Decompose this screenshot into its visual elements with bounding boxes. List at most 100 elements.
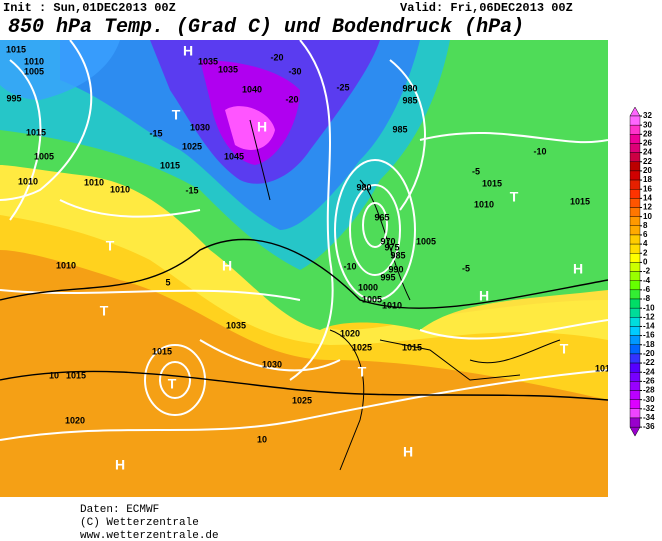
- color-bar-label: -22: [643, 358, 655, 367]
- contour-label: 1010: [24, 56, 44, 66]
- pressure-center: T: [358, 364, 367, 380]
- color-bar-cap: [629, 426, 641, 437]
- contour-label: 1015: [482, 178, 502, 188]
- color-bar-label: -4: [643, 276, 651, 285]
- color-band: [629, 188, 641, 199]
- color-band: [629, 225, 641, 236]
- color-bar-label: -34: [643, 413, 655, 422]
- color-bar-label: 10: [643, 212, 652, 221]
- contour-label: 1015: [26, 127, 46, 137]
- color-bar-label: 32: [643, 111, 652, 120]
- color-band: [629, 353, 641, 364]
- color-bar-label: 24: [643, 148, 652, 157]
- color-bar-cap: [629, 106, 641, 117]
- pressure-center: T: [106, 238, 115, 254]
- color-bar-label: 16: [643, 184, 652, 193]
- color-bar-label: -2: [643, 267, 651, 276]
- color-band: [629, 390, 641, 400]
- color-bar-label: 2: [643, 248, 648, 257]
- footer-line: www.wetterzentrale.de: [80, 530, 219, 541]
- pressure-center: T: [168, 376, 177, 392]
- color-bar-label: -14: [643, 322, 655, 331]
- color-band: [629, 179, 641, 190]
- color-bar-label: 28: [643, 129, 652, 138]
- color-band: [629, 317, 641, 327]
- color-band: [629, 198, 641, 208]
- color-bar-label: 14: [643, 193, 652, 202]
- color-bar-label: -18: [643, 340, 655, 349]
- pressure-center: H: [183, 43, 193, 59]
- contour-label: 1035: [226, 320, 246, 330]
- color-band: [629, 271, 641, 281]
- contour-label: 10: [257, 434, 267, 444]
- contour-label: 995: [6, 93, 21, 103]
- color-band: [629, 372, 641, 382]
- color-band: [629, 134, 641, 144]
- color-band: [629, 124, 641, 135]
- map: 101510101005995H103510351040H10451025103…: [0, 40, 608, 497]
- footer-line: Daten: ECMWF: [80, 504, 159, 516]
- contour-label: 985: [402, 95, 417, 105]
- color-band: [629, 307, 641, 318]
- contour-label: 10: [49, 370, 59, 380]
- color-band: [629, 289, 641, 300]
- contour-label: -10: [533, 146, 546, 156]
- valid-time: Valid: Fri,06DEC2013 00Z: [400, 1, 573, 15]
- contour-label: 975: [384, 242, 399, 252]
- color-band: [629, 344, 641, 355]
- color-band: [629, 161, 641, 172]
- contour-label: 1025: [352, 342, 372, 352]
- color-band: [629, 234, 641, 245]
- contour-label: 1015: [570, 196, 590, 206]
- color-bar-label: 6: [643, 230, 648, 239]
- contour-label: 1000: [358, 282, 378, 292]
- contour-label: 1005: [362, 294, 382, 304]
- contour-label: 985: [390, 250, 405, 260]
- contour-label: -30: [288, 66, 301, 76]
- color-band: [629, 362, 641, 373]
- pressure-center: H: [403, 444, 413, 460]
- color-band: [629, 152, 641, 162]
- contour-label: 990: [388, 264, 403, 274]
- color-band: [629, 381, 641, 391]
- contour-label: 985: [392, 124, 407, 134]
- color-bar-label: -32: [643, 404, 655, 413]
- contour-label: -25: [336, 82, 349, 92]
- pressure-center: T: [560, 341, 569, 357]
- color-bar-label: 18: [643, 175, 652, 184]
- contour-label: 1035: [218, 64, 238, 74]
- contour-label: 5: [165, 277, 170, 287]
- contour-label: 1015: [66, 370, 86, 380]
- color-bar-label: 4: [643, 239, 648, 248]
- color-bar-label: 22: [643, 157, 652, 166]
- contour-label: -20: [285, 94, 298, 104]
- color-bar-label: -16: [643, 331, 655, 340]
- color-bar-label: -8: [643, 294, 651, 303]
- contour-label: 1005: [34, 151, 54, 161]
- contour-label: 1030: [190, 122, 210, 132]
- color-band: [629, 216, 641, 226]
- contour-label: 1010: [110, 184, 130, 194]
- color-band: [629, 408, 641, 419]
- pressure-center: H: [573, 261, 583, 277]
- contour-label: 980: [402, 83, 417, 93]
- color-bar-label: 0: [643, 258, 648, 267]
- color-band: [629, 298, 641, 309]
- color-band: [629, 417, 641, 428]
- color-bar-label: -36: [643, 422, 655, 431]
- contour-label: -20: [270, 52, 283, 62]
- color-bar-label: -12: [643, 312, 655, 321]
- color-bar-label: 30: [643, 120, 652, 129]
- color-band: [629, 253, 641, 263]
- contour-label: -15: [185, 185, 198, 195]
- contour-label: 1015: [402, 342, 422, 352]
- contour-label: 970: [380, 236, 395, 246]
- contour-label: -15: [149, 128, 162, 138]
- contour-label: 1020: [340, 328, 360, 338]
- contour-label: 1040: [242, 84, 262, 94]
- pressure-center: H: [115, 457, 125, 473]
- contour-label: 1045: [224, 151, 244, 161]
- map-title: 850 hPa Temp. (Grad C) und Bodendruck (h…: [8, 16, 524, 39]
- color-bar-label: 8: [643, 221, 648, 230]
- pressure-center: T: [172, 107, 181, 123]
